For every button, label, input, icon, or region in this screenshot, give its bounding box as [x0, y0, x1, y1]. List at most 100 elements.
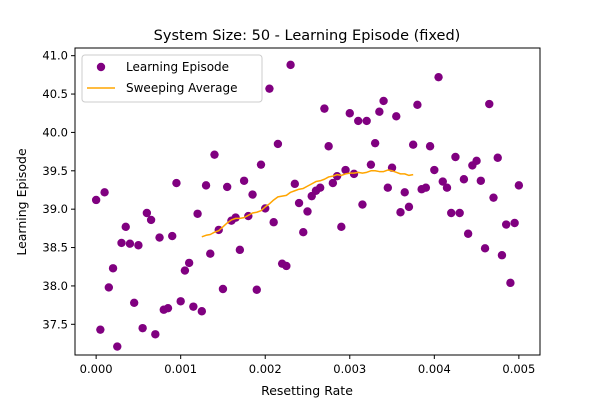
data-point	[396, 208, 405, 217]
data-point	[375, 107, 384, 116]
y-tick-label: 41.0	[42, 49, 68, 63]
data-point	[485, 99, 494, 109]
data-point	[366, 160, 376, 169]
data-point	[480, 244, 490, 253]
data-point	[163, 303, 173, 313]
y-tick-label: 40.0	[42, 125, 68, 139]
x-axis-label: Resetting Rate	[261, 383, 353, 398]
data-point	[91, 195, 101, 205]
y-tick-label: 38.0	[42, 279, 68, 293]
data-point	[349, 169, 359, 179]
data-point	[294, 198, 304, 208]
data-point	[96, 325, 105, 334]
data-point	[104, 283, 114, 292]
data-point	[345, 109, 354, 118]
legend-marker	[96, 62, 106, 72]
data-point	[404, 202, 414, 212]
data-point	[430, 165, 439, 175]
data-point	[121, 222, 130, 232]
data-point	[476, 176, 486, 185]
x-tick-label: 0.004	[418, 362, 451, 376]
data-point	[315, 183, 325, 192]
data-point	[261, 204, 270, 213]
data-point	[506, 278, 515, 288]
data-point	[408, 140, 418, 149]
data-point	[239, 176, 249, 185]
data-point	[206, 249, 215, 258]
data-point	[434, 72, 443, 82]
data-point	[413, 100, 422, 110]
plot-area	[91, 60, 524, 351]
data-point	[510, 218, 519, 228]
data-point	[180, 266, 190, 275]
data-point	[256, 160, 266, 169]
data-point	[489, 193, 498, 202]
data-point	[392, 112, 401, 121]
data-point	[493, 153, 502, 162]
data-point	[354, 116, 363, 126]
data-point	[197, 307, 207, 316]
data-point	[324, 142, 333, 151]
axes-frame	[74, 47, 541, 356]
data-point	[514, 181, 524, 190]
legend: Learning Episode Sweeping Average	[81, 54, 263, 103]
x-tick-label: 0.002	[249, 362, 282, 376]
data-point	[447, 208, 456, 218]
y-tick-label: 39.0	[42, 202, 68, 216]
axes: 0.000 0.001 0.002 0.003 0.004 0.005 37.5 38.0 38…	[42, 47, 541, 376]
data-point	[265, 84, 274, 93]
data-point	[168, 231, 177, 241]
data-point	[459, 175, 469, 184]
data-point	[218, 284, 228, 294]
data-point	[235, 245, 245, 255]
data-point	[299, 228, 308, 237]
data-point	[455, 208, 464, 218]
y-tick-label: 40.5	[42, 87, 68, 101]
data-point	[151, 330, 160, 339]
legend-box	[81, 54, 263, 103]
data-point	[248, 190, 257, 199]
y-tick-label: 38.5	[42, 241, 68, 255]
data-point	[370, 138, 380, 148]
data-point	[231, 213, 240, 222]
data-point	[442, 183, 452, 192]
data-point	[269, 218, 278, 227]
data-point	[320, 104, 329, 113]
data-point	[134, 241, 143, 250]
data-point	[463, 229, 473, 238]
data-point	[472, 156, 481, 166]
data-point	[142, 208, 152, 218]
y-tick-label: 39.5	[42, 164, 68, 178]
data-point	[252, 285, 261, 294]
data-point	[332, 171, 342, 181]
data-point	[100, 188, 109, 197]
data-point	[421, 183, 431, 192]
data-point	[303, 207, 312, 216]
data-point	[282, 261, 291, 271]
data-point	[113, 342, 122, 351]
data-point	[497, 251, 507, 260]
legend-label: Learning Episode	[126, 60, 229, 74]
data-point	[290, 179, 300, 189]
x-tick-label: 0.001	[164, 362, 197, 376]
data-point	[273, 139, 283, 149]
data-point	[184, 258, 194, 268]
data-point	[438, 177, 447, 186]
data-point	[358, 200, 367, 209]
data-point	[337, 222, 346, 232]
data-point	[172, 178, 181, 188]
x-tick-label: 0.003	[333, 362, 366, 376]
data-point	[201, 181, 211, 190]
data-point	[328, 178, 338, 188]
data-point	[383, 183, 393, 192]
data-point	[176, 297, 185, 306]
data-point	[341, 165, 350, 175]
data-point	[501, 220, 511, 229]
data-point	[125, 239, 135, 248]
data-point	[155, 233, 164, 242]
data-point	[210, 150, 219, 159]
chart-title: System Size: 50 - Learning Episode (fixe…	[154, 28, 461, 44]
y-tick-label: 37.5	[42, 317, 68, 331]
x-tick-label: 0.000	[80, 362, 113, 376]
